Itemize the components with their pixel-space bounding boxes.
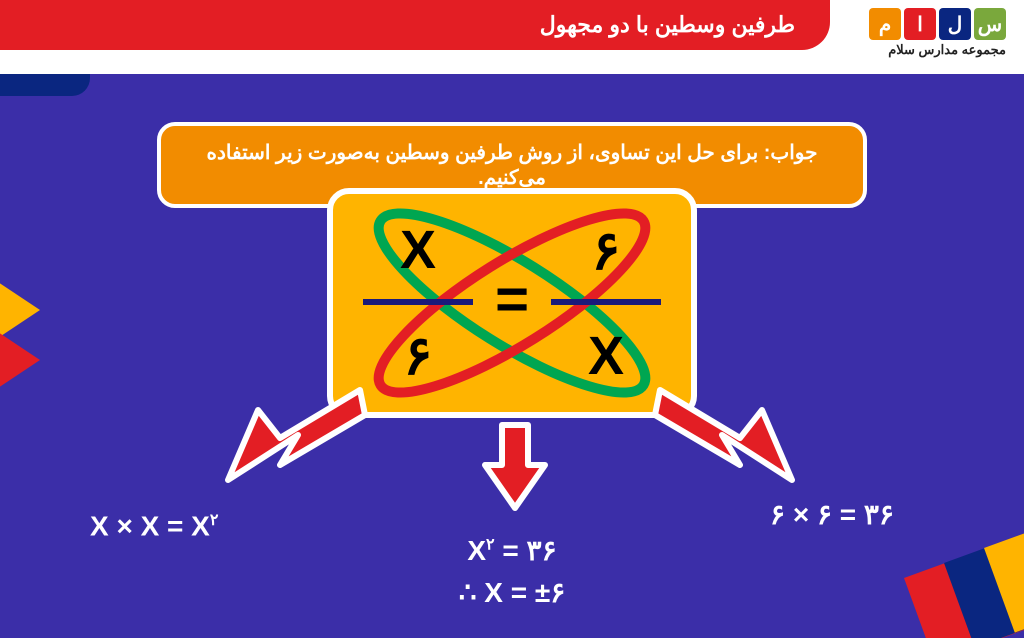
header-red-strip: طرفین وسطین با دو مجهول (0, 0, 830, 50)
diagram-bottom-left: ۶ (383, 324, 453, 387)
result-left-sup: ۲ (210, 512, 219, 529)
diagram-top-right: ۶ (571, 219, 641, 282)
logo-block-3: م (869, 8, 901, 40)
arrow-left (210, 380, 380, 510)
logo-blocks: س ل ا م (869, 8, 1006, 40)
diagram-top-left: X (383, 219, 453, 281)
result-center-x: X (467, 535, 486, 566)
page-title: طرفین وسطین با دو مجهول (540, 12, 795, 38)
answer-text: جواب: برای حل این تساوی، از روش طرفین وس… (207, 142, 818, 189)
decorative-triangle-red (0, 300, 40, 420)
brand-logo: س ل ا م مجموعه مدارس سلام (869, 8, 1006, 58)
brand-subtitle: مجموعه مدارس سلام (869, 42, 1006, 58)
result-center-line2: ∴ X = ±۶ (459, 572, 566, 614)
logo-block-1: ل (939, 8, 971, 40)
result-right: ۶ × ۶ = ۳۶ (770, 498, 894, 531)
blue-accent-tab (0, 74, 90, 96)
result-center-eq: = ۳۶ (502, 535, 556, 566)
header-bar: طرفین وسطین با دو مجهول س ل ا م مجموعه م… (0, 0, 1024, 74)
result-left-text: X × X = X (90, 510, 210, 541)
diagram-bottom-right: X (571, 325, 641, 387)
result-left: X × X = X۲ (90, 510, 218, 542)
logo-block-2: ا (904, 8, 936, 40)
fraction-line-left (363, 299, 473, 305)
logo-block-0: س (974, 8, 1006, 40)
result-right-text: ۶ × ۶ = ۳۶ (770, 499, 894, 530)
fraction-line-right (551, 299, 661, 305)
result-center: X۲ = ۳۶ ∴ X = ±۶ (459, 530, 566, 614)
equals-sign: = (495, 266, 529, 333)
arrow-down (480, 420, 550, 515)
arrow-right (640, 380, 810, 510)
result-center-sup: ۲ (486, 537, 495, 554)
